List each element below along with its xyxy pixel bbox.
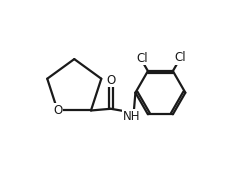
Text: O: O [53,104,62,117]
Text: O: O [106,74,115,86]
Text: Cl: Cl [136,51,148,65]
Text: NH: NH [123,110,140,122]
Text: Cl: Cl [175,51,186,64]
